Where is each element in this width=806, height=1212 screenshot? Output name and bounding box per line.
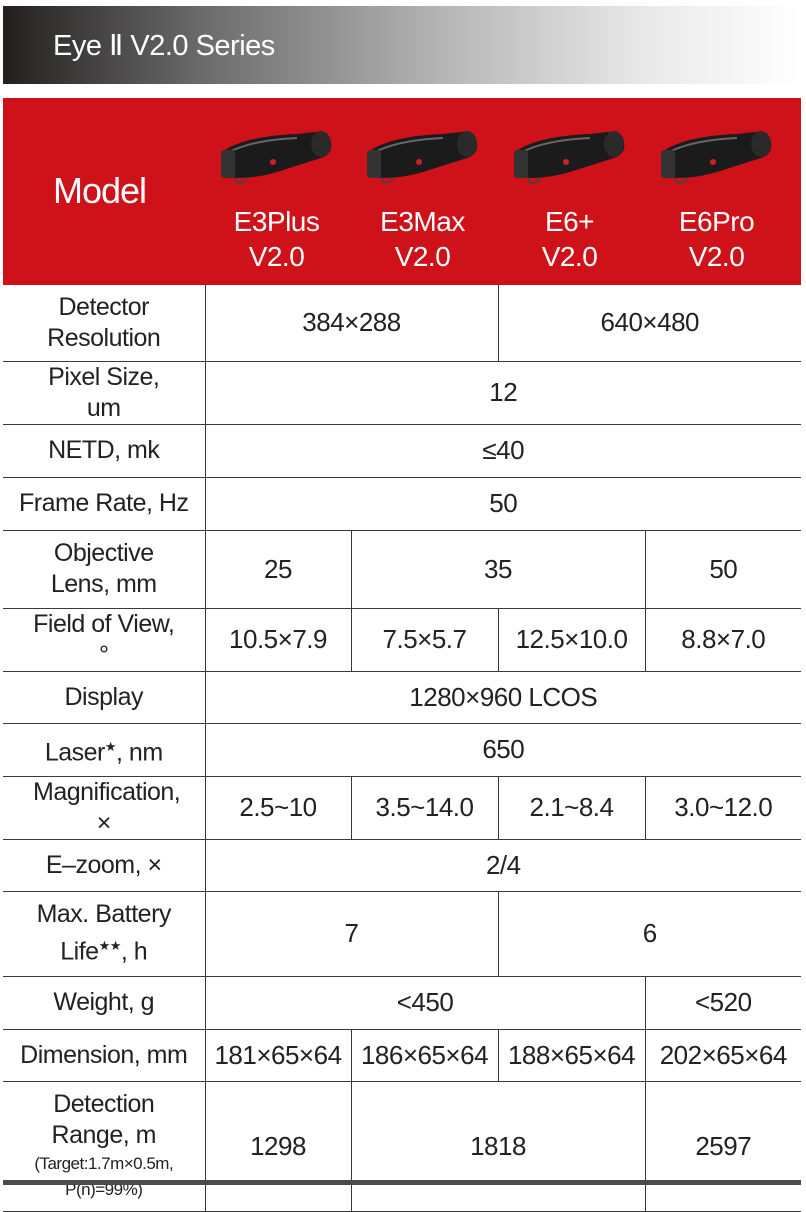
label-text: Objective Lens, mm	[50, 539, 157, 598]
spec-label: Pixel Size, um	[3, 360, 206, 425]
spec-label: Max. Battery Life★★, h	[3, 890, 206, 977]
spec-row: Field of View, ° 10.5×7.9 7.5×5.7 12.5×10.0…	[3, 607, 802, 672]
spec-value: 7	[204, 890, 499, 977]
product-version: V2.0	[688, 241, 745, 272]
thermal-monocular-image	[220, 131, 331, 184]
label-text: Dimension, mm	[20, 1040, 188, 1069]
spec-label: Weight, g	[3, 975, 206, 1030]
spec-label: Dimension, mm	[3, 1028, 206, 1082]
spec-value: 1298	[204, 1080, 352, 1212]
spec-label: NETD, mk	[3, 423, 206, 478]
thermal-monocular-image	[366, 131, 477, 184]
spec-row: Frame Rate, Hz 50	[3, 476, 802, 531]
bottom-rule	[3, 1180, 801, 1185]
label-text: Max. Battery Life	[36, 900, 172, 966]
label-unit: , h	[120, 937, 148, 966]
model-label: Model	[53, 170, 147, 211]
thermal-monocular-image	[513, 131, 624, 184]
product-name: E3Max	[380, 206, 465, 237]
label-text: Detector Resolution	[47, 292, 161, 352]
spec-row: Magnification, × 2.5~10 3.5~14.0 2.1~8.4 3.0…	[3, 775, 802, 840]
spec-value: 640×480	[497, 285, 802, 362]
product-2: E6+ V2.0	[496, 128, 643, 274]
product-version: V2.0	[541, 241, 598, 272]
spec-value: 50	[644, 529, 802, 609]
spec-row: Laser★, nm 650	[3, 722, 802, 777]
spec-label: Objective Lens, mm	[3, 529, 206, 609]
label-text: Display	[64, 682, 144, 711]
product-0: E3Plus V2.0	[203, 128, 350, 274]
spec-value: 181×65×64	[204, 1028, 352, 1082]
spec-label: Laser★, nm	[3, 722, 206, 777]
spec-value: 25	[204, 529, 352, 609]
spec-row: Display 1280×960 LCOS	[3, 670, 802, 724]
spec-row: Dimension, mm 181×65×64 186×65×64 188×65×64…	[3, 1028, 802, 1082]
label-text: Laser	[44, 738, 106, 767]
spec-label: Detection Range, m (Target:1.7m×0.5m, P(n…	[3, 1080, 206, 1212]
series-title: Eye Ⅱ V2.0 Series	[53, 30, 275, 62]
label-unit: , nm	[116, 738, 163, 767]
spec-value: 2/4	[204, 838, 802, 892]
spec-value: 188×65×64	[497, 1028, 646, 1082]
label-text: Frame Rate, Hz	[19, 489, 189, 517]
spec-row: Objective Lens, mm 25 35 50	[3, 529, 802, 609]
spec-label: Frame Rate, Hz	[3, 476, 206, 531]
series-banner: Eye Ⅱ V2.0 Series	[3, 6, 801, 84]
spec-label: Magnification, ×	[3, 775, 206, 840]
spec-value: 1818	[350, 1080, 646, 1212]
product-name: E6+	[544, 206, 595, 237]
spec-value: 2.5~10	[204, 775, 352, 840]
spec-value: 8.8×7.0	[644, 607, 802, 672]
spec-value: 2.1~8.4	[497, 775, 646, 840]
product-version: V2.0	[248, 241, 305, 272]
label-text: Detection Range, m	[51, 1090, 157, 1149]
spec-value: 6	[497, 890, 802, 977]
spec-value: 1280×960 LCOS	[204, 670, 802, 724]
spec-value: 3.5~14.0	[350, 775, 499, 840]
spec-value: <450	[204, 975, 646, 1030]
spec-value: 2597	[644, 1080, 802, 1212]
spec-label: Detector Resolution	[3, 285, 206, 362]
spec-row: NETD, mk ≤40	[3, 423, 802, 478]
label-text: Field of View, °	[33, 609, 175, 669]
spec-row: Pixel Size, um 12	[3, 360, 802, 425]
spec-row: Weight, g <450 <520	[3, 975, 802, 1030]
label-note: (Target:1.7m×0.5m, P(n)=99%)	[34, 1154, 174, 1199]
product-name: E6Pro	[678, 206, 755, 237]
product-version: V2.0	[394, 241, 451, 272]
spec-value: 10.5×7.9	[204, 607, 352, 672]
spec-value: 12.5×10.0	[497, 607, 646, 672]
spec-row: Detector Resolution 384×288 640×480	[3, 285, 802, 362]
spec-row: E–zoom, × 2/4	[3, 838, 802, 892]
label-text: Magnification, ×	[33, 777, 181, 837]
model-header: Model E3Plus V2.0 E3Max V2.0 E6+ V2.0 E6Pro V2.…	[3, 98, 801, 285]
spec-label: Field of View, °	[3, 607, 206, 672]
spec-value: 50	[204, 476, 802, 531]
thermal-monocular-image	[660, 131, 771, 184]
label-text: E–zoom, ×	[45, 850, 162, 879]
spec-value: 7.5×5.7	[350, 607, 499, 672]
spec-value: 384×288	[204, 285, 499, 362]
product-1: E3Max V2.0	[349, 128, 496, 274]
spec-value: 3.0~12.0	[644, 775, 802, 840]
footnote-star: ★	[104, 738, 117, 754]
spec-value: ≤40	[204, 423, 802, 478]
spec-value: 35	[350, 529, 646, 609]
spec-label: Display	[3, 670, 206, 724]
label-text: Weight, g	[53, 988, 155, 1016]
product-name: E3Plus	[233, 206, 320, 237]
label-text: Pixel Size, um	[48, 362, 160, 422]
spec-table: Detector Resolution 384×288 640×480 Pixel S…	[3, 285, 802, 1212]
spec-value: 12	[204, 360, 802, 425]
product-3: E6Pro V2.0	[643, 128, 790, 274]
label-text: NETD, mk	[48, 436, 160, 464]
spec-value: 202×65×64	[644, 1028, 802, 1082]
spec-label: E–zoom, ×	[3, 838, 206, 892]
footnote-star: ★★	[98, 938, 122, 954]
spec-value: 650	[204, 722, 802, 777]
spec-row: Detection Range, m (Target:1.7m×0.5m, P(n…	[3, 1080, 802, 1212]
spec-value: <520	[644, 975, 802, 1030]
spec-value: 186×65×64	[350, 1028, 499, 1082]
